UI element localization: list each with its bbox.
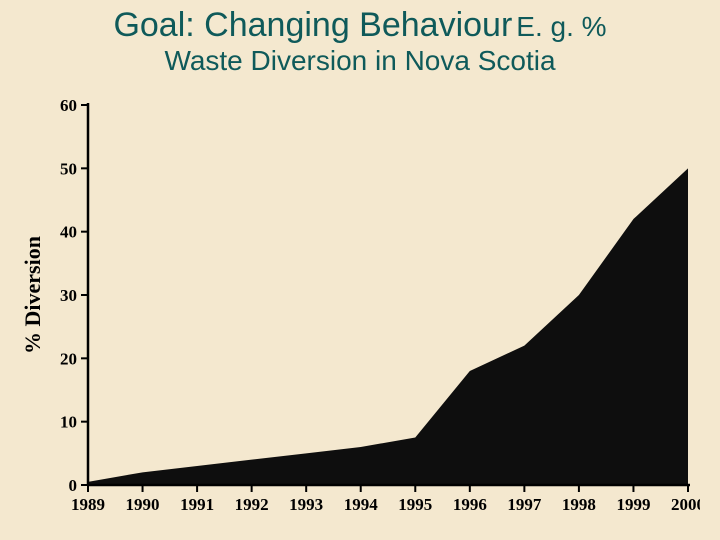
x-tick-label: 1999 bbox=[616, 495, 650, 514]
title-subtitle: Waste Diversion in Nova Scotia bbox=[0, 45, 720, 77]
y-tick-label: 30 bbox=[60, 286, 77, 305]
y-tick-label: 10 bbox=[60, 413, 77, 432]
y-tick-label: 40 bbox=[60, 223, 77, 242]
diversion-area-chart: 0 10 20 30 40 50 60 1989 1990 1991 1992 1993 1994 199… bbox=[20, 95, 700, 525]
x-tick-label: 1996 bbox=[453, 495, 487, 514]
y-tick-label: 0 bbox=[69, 476, 78, 495]
chart-container: 0 10 20 30 40 50 60 1989 1990 1991 1992 1993 1994 199… bbox=[20, 95, 700, 525]
x-tick-label: 1994 bbox=[344, 495, 379, 514]
x-tick-label: 1992 bbox=[235, 495, 269, 514]
x-tick-label: 1989 bbox=[71, 495, 105, 514]
slide-root: Goal: Changing Behaviour E. g. % Waste D… bbox=[0, 0, 720, 540]
y-axis-label: % Diversion bbox=[20, 236, 45, 354]
title-main: Goal: Changing Behaviour bbox=[113, 6, 512, 44]
x-tick-label: 1997 bbox=[507, 495, 542, 514]
x-tick-label: 1991 bbox=[180, 495, 214, 514]
title-line-1: Goal: Changing Behaviour E. g. % bbox=[113, 23, 606, 40]
x-tick-label: 1998 bbox=[562, 495, 596, 514]
y-tick-label: 50 bbox=[60, 159, 77, 178]
x-tick-label: 1990 bbox=[126, 495, 160, 514]
title-block: Goal: Changing Behaviour E. g. % Waste D… bbox=[0, 6, 720, 77]
x-tick-label: 2000 bbox=[671, 495, 700, 514]
y-tick-label: 60 bbox=[60, 96, 77, 115]
x-tick-label: 1993 bbox=[289, 495, 323, 514]
title-eg: E. g. % bbox=[516, 11, 606, 42]
x-tick-label: 1995 bbox=[398, 495, 432, 514]
y-tick-label: 20 bbox=[60, 349, 77, 368]
